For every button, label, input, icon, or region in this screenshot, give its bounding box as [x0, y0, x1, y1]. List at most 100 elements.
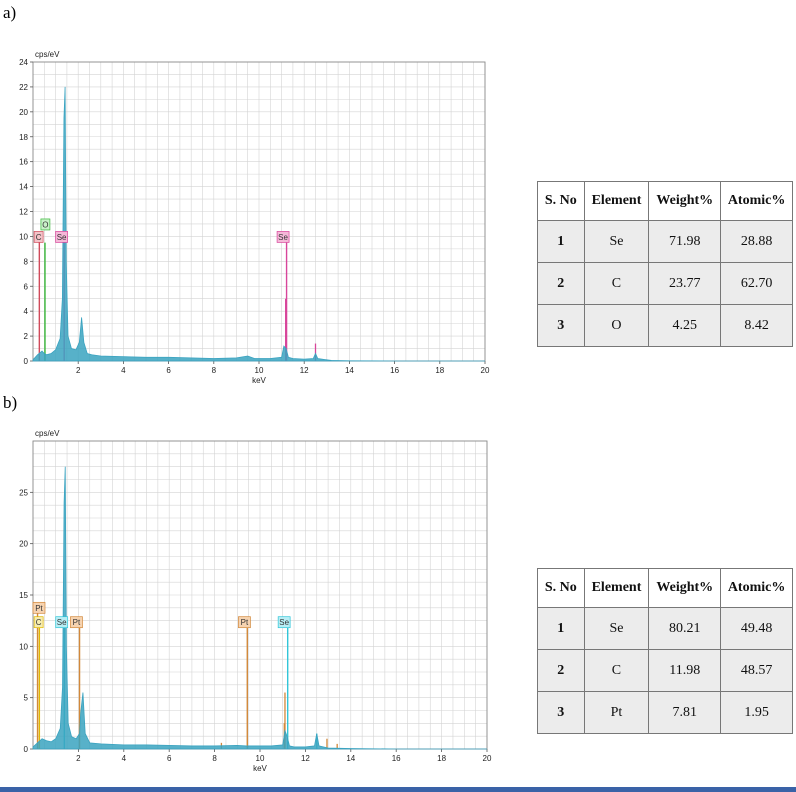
- y-tick-label: 16: [19, 158, 28, 167]
- y-tick-label: 24: [19, 58, 28, 67]
- y-axis-label: cps/eV: [35, 50, 60, 59]
- peak-label-text: O: [42, 220, 48, 229]
- y-axis-label: cps/eV: [35, 429, 60, 438]
- peak-label-text: Pt: [73, 618, 81, 627]
- cell-atomic: 62.70: [720, 262, 793, 305]
- cell-weight: 80.21: [648, 607, 722, 650]
- x-tick-label: 4: [122, 754, 127, 763]
- peak-label-box: [277, 616, 291, 629]
- peak-label-box: [55, 231, 68, 243]
- x-tick-label: 10: [255, 366, 264, 375]
- x-axis-label: keV: [252, 376, 266, 385]
- x-tick-label: 16: [390, 366, 399, 375]
- peak-label-o: O: [40, 218, 51, 231]
- peak-label-c: C: [33, 616, 44, 629]
- header-weight: Weight%: [648, 568, 722, 608]
- y-tick-label: 12: [19, 208, 28, 217]
- cell-sno: 1: [537, 220, 585, 263]
- header-sno: S. No: [537, 568, 585, 608]
- table-row: 1 Se 80.21 49.48: [537, 607, 793, 650]
- x-tick-label: 10: [256, 754, 265, 763]
- x-tick-label: 14: [345, 366, 354, 375]
- header-weight: Weight%: [648, 181, 722, 221]
- x-tick-label: 4: [121, 366, 126, 375]
- table-header-row: S. No Element Weight% Atomic%: [537, 181, 793, 221]
- peak-label-text: Pt: [35, 604, 43, 613]
- cell-weight: 11.98: [648, 649, 722, 692]
- peak-label-box: [55, 616, 69, 629]
- peak-label-box: [238, 616, 251, 629]
- table-row: 2 C 11.98 48.57: [537, 649, 793, 692]
- cell-sno: 1: [537, 607, 585, 650]
- peak-label-text: Se: [57, 618, 67, 627]
- y-tick-label: 20: [19, 540, 28, 549]
- x-tick-label: 12: [301, 754, 310, 763]
- peak-label-text: C: [36, 618, 42, 627]
- footer-strip: [0, 787, 796, 792]
- cell-element: C: [583, 649, 650, 692]
- header-atomic: Atomic%: [720, 181, 793, 221]
- table-row: 1 Se 71.98 28.88: [537, 220, 793, 263]
- peak-label-se: Se: [55, 616, 69, 629]
- cell-atomic: 28.88: [720, 220, 793, 263]
- grid: [32, 61, 486, 362]
- x-tick-label: 8: [212, 754, 217, 763]
- x-tick-label: 6: [166, 366, 171, 375]
- y-tick-label: 2: [24, 332, 29, 341]
- peak-label-se: Se: [276, 231, 290, 243]
- cell-weight: 23.77: [648, 262, 722, 305]
- panel-a-label: a): [3, 3, 17, 22]
- cell-element: Se: [583, 220, 650, 263]
- header-atomic: Atomic%: [720, 568, 793, 608]
- x-tick-label: 14: [346, 754, 355, 763]
- header-sno: S. No: [537, 181, 585, 221]
- cell-element: C: [583, 262, 650, 305]
- x-tick-label: 12: [300, 366, 309, 375]
- y-tick-label: 25: [19, 488, 28, 497]
- cell-weight: 4.25: [648, 304, 722, 347]
- composition-table-a: S. No Element Weight% Atomic% 1 Se 71.98…: [537, 181, 793, 347]
- eds-spectrum-chart-b: 0 5 10 15 20 25 2 4 6 8 10 12 14 16 18 20 cps/eV keV Pt C Se…: [19, 429, 492, 773]
- table-header-row: S. No Element Weight% Atomic%: [537, 568, 793, 608]
- y-tick-label: 20: [19, 108, 28, 117]
- cell-weight: 7.81: [648, 691, 722, 734]
- header-element: Element: [583, 181, 650, 221]
- y-tick-label: 5: [24, 694, 29, 703]
- x-tick-label: 16: [392, 754, 401, 763]
- cell-atomic: 48.57: [720, 649, 793, 692]
- table-row: 3 O 4.25 8.42: [537, 304, 793, 347]
- peak-label-c: C: [33, 231, 44, 243]
- cell-element: Pt: [583, 691, 650, 734]
- peak-label-text: Pt: [241, 618, 249, 627]
- peak-label-box: [33, 231, 44, 243]
- y-tick-label: 10: [19, 642, 28, 651]
- x-tick-label: 8: [212, 366, 217, 375]
- grid: [32, 440, 488, 750]
- cell-atomic: 8.42: [720, 304, 793, 347]
- spectrum-series: [32, 86, 485, 362]
- peak-label-box: [40, 218, 51, 231]
- y-tick-label: 14: [19, 183, 28, 192]
- peak-label-text: Se: [57, 233, 67, 242]
- spectrum-series: [32, 466, 487, 750]
- panel-b-label: b): [3, 393, 18, 412]
- y-tick-label: 6: [24, 282, 29, 291]
- x-tick-label: 6: [167, 754, 172, 763]
- peak-label-pt: Pt: [32, 601, 46, 614]
- peak-label-box: [32, 601, 46, 614]
- y-tick-label: 18: [19, 133, 28, 142]
- cell-sno: 3: [537, 304, 585, 347]
- peak-label-se: Se: [277, 616, 291, 629]
- y-tick-label: 8: [24, 257, 29, 266]
- x-tick-label: 18: [435, 366, 444, 375]
- header-element: Element: [583, 568, 650, 608]
- x-tick-label: 2: [76, 754, 81, 763]
- peak-label-box: [70, 616, 83, 629]
- x-tick-label: 18: [437, 754, 446, 763]
- y-tick-label: 22: [19, 83, 28, 92]
- x-axis-label: keV: [253, 764, 267, 773]
- cell-sno: 3: [537, 691, 585, 734]
- x-tick-label: 20: [483, 754, 492, 763]
- x-tick-label: 20: [481, 366, 490, 375]
